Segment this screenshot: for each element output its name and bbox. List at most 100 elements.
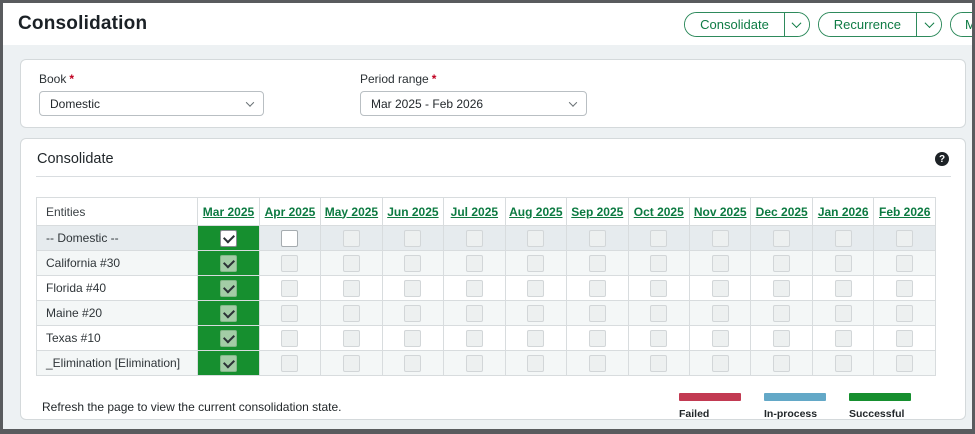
period-checkbox <box>281 304 299 322</box>
period-checkbox <box>650 254 668 272</box>
consolidation-cell <box>381 225 445 251</box>
section-title: Consolidate <box>37 151 114 167</box>
entity-name: -- Domestic -- <box>35 225 199 251</box>
successful-color-swatch <box>849 393 911 401</box>
section-header: Consolidate ? <box>36 149 951 177</box>
entity-name: California #30 <box>35 250 199 276</box>
consolidation-cell <box>197 250 260 276</box>
consolidation-cell <box>627 325 691 351</box>
chevron-down-icon <box>245 97 255 107</box>
period-checkbox[interactable] <box>281 229 299 247</box>
month-link[interactable]: Jul 2025 <box>450 204 499 219</box>
month-column-header: Dec 2025 <box>750 197 813 226</box>
period-checkbox <box>219 354 237 372</box>
chevron-down-icon <box>568 97 578 107</box>
entity-row: _Elimination [Elimination] <box>35 350 936 376</box>
month-link[interactable]: Aug 2025 <box>509 204 563 219</box>
period-checkbox <box>219 254 237 272</box>
help-icon[interactable]: ? <box>935 152 949 166</box>
consolidation-cell <box>197 300 260 326</box>
recurrence-button[interactable]: Recurrence <box>818 13 916 36</box>
consolidation-cell <box>688 225 752 251</box>
period-checkbox <box>650 329 668 347</box>
consolidation-cell <box>197 325 260 351</box>
month-link[interactable]: May 2025 <box>324 204 379 219</box>
month-column-header: May 2025 <box>320 197 383 226</box>
month-link[interactable]: Feb 2026 <box>879 204 931 219</box>
entity-name: Texas #10 <box>35 325 199 351</box>
recurrence-dropdown-button[interactable] <box>916 13 941 36</box>
consolidation-cell <box>750 225 813 251</box>
period-checkbox <box>465 279 483 297</box>
month-column-header: Oct 2025 <box>627 197 691 226</box>
period-checkbox <box>834 329 852 347</box>
consolidation-cell <box>320 300 383 326</box>
period-checkbox[interactable] <box>219 229 237 247</box>
period-checkbox <box>588 254 606 272</box>
consolidation-cell <box>627 275 691 301</box>
period-range-field: Period range * Mar 2025 - Feb 2026 <box>360 72 587 116</box>
month-link[interactable]: Nov 2025 <box>693 204 747 219</box>
consolidation-cell <box>688 250 752 276</box>
period-checkbox <box>527 354 545 372</box>
period-checkbox <box>342 354 360 372</box>
required-asterisk: * <box>69 72 75 86</box>
chevron-down-icon <box>791 18 802 29</box>
period-checkbox <box>834 229 852 247</box>
consolidate-dropdown-button[interactable] <box>783 13 809 36</box>
month-link[interactable]: Dec 2025 <box>755 204 808 219</box>
book-select[interactable]: Domestic <box>39 91 264 116</box>
month-link[interactable]: Jan 2026 <box>817 204 869 219</box>
period-checkbox <box>773 304 791 322</box>
period-checkbox <box>465 229 483 247</box>
consolidation-cell <box>627 350 691 376</box>
period-checkbox <box>896 329 914 347</box>
period-checkbox <box>404 329 422 347</box>
period-checkbox <box>896 304 914 322</box>
consolidation-cell <box>258 300 322 326</box>
consolidation-cell <box>688 300 752 326</box>
page-body: Book * Domestic Period range * Mar 2025 - … <box>3 45 972 420</box>
period-checkbox <box>896 229 914 247</box>
consolidation-cell <box>258 325 322 351</box>
entity-row: Texas #10 <box>35 325 936 351</box>
consolidation-cell <box>320 275 383 301</box>
entity-name: Maine #20 <box>35 300 199 326</box>
month-link[interactable]: Sep 2025 <box>571 204 624 219</box>
consolidation-cell[interactable] <box>197 225 260 251</box>
consolidation-cell <box>873 350 936 376</box>
consolidation-cell <box>627 225 691 251</box>
period-range-select[interactable]: Mar 2025 - Feb 2026 <box>360 91 587 116</box>
consolidation-cell <box>443 275 506 301</box>
consolidation-cell <box>566 275 629 301</box>
refresh-note: Refresh the page to view the current con… <box>42 400 342 414</box>
consolidation-cell <box>811 275 875 301</box>
consolidation-cell[interactable] <box>258 225 322 251</box>
consolidation-cell <box>566 300 629 326</box>
month-link[interactable]: Jun 2025 <box>387 204 439 219</box>
period-checkbox <box>834 254 852 272</box>
period-checkbox <box>588 229 606 247</box>
entity-row: Florida #40 <box>35 275 936 301</box>
consolidation-cell <box>750 275 813 301</box>
table-header-row: Entities Mar 2025 Apr 2025 May 2025 Jun 202… <box>35 197 936 226</box>
consolidation-cell <box>750 325 813 351</box>
period-checkbox <box>404 229 422 247</box>
period-checkbox <box>281 329 299 347</box>
period-checkbox <box>650 304 668 322</box>
consolidation-cell <box>443 300 506 326</box>
month-column-header: Sep 2025 <box>566 197 629 226</box>
consolidate-button[interactable]: Consolidate <box>685 13 784 36</box>
month-link[interactable]: Oct 2025 <box>633 204 684 219</box>
month-column-header: Jun 2025 <box>381 197 445 226</box>
period-checkbox <box>219 304 237 322</box>
period-checkbox <box>711 329 729 347</box>
consolidation-cell <box>504 300 568 326</box>
consolidation-cell <box>443 225 506 251</box>
clipped-button[interactable]: M <box>951 13 972 36</box>
header-actions: Consolidate Recurrence M <box>684 12 972 37</box>
month-link[interactable]: Apr 2025 <box>264 204 316 219</box>
month-link[interactable]: Mar 2025 <box>202 204 255 219</box>
period-checkbox <box>527 229 545 247</box>
period-checkbox <box>465 254 483 272</box>
